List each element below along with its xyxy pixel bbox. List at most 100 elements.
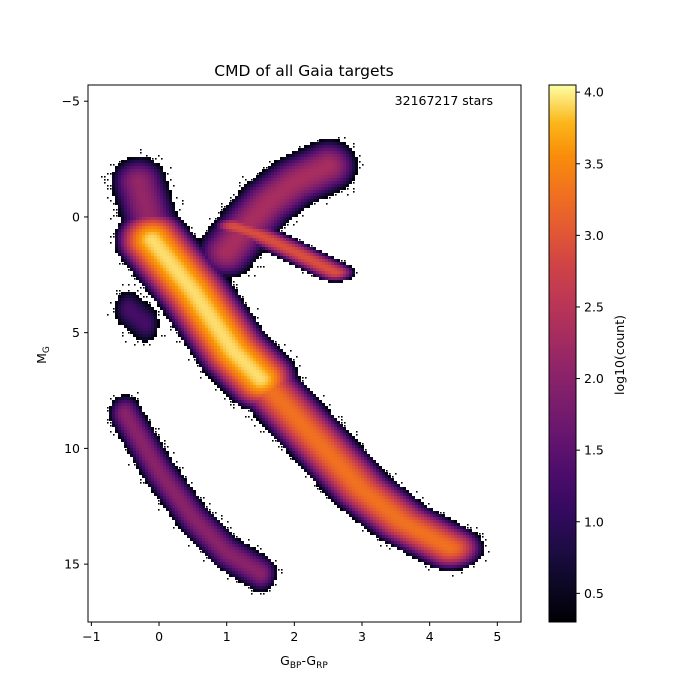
density-cell <box>214 265 217 268</box>
density-cell <box>250 238 253 241</box>
scatter-point <box>206 230 208 232</box>
density-cell <box>286 379 289 382</box>
density-cell <box>136 238 139 241</box>
density-cell <box>250 256 253 259</box>
density-cell <box>238 244 241 247</box>
density-cell <box>310 157 313 160</box>
density-cell <box>343 271 346 274</box>
density-cell <box>286 406 289 409</box>
density-cell <box>226 316 229 319</box>
density-cell <box>346 475 349 478</box>
density-cell <box>118 166 121 169</box>
density-cell <box>289 400 292 403</box>
density-cell <box>340 265 343 268</box>
density-cell <box>241 361 244 364</box>
density-cell <box>136 208 139 211</box>
scatter-point <box>392 476 394 478</box>
density-cell <box>283 211 286 214</box>
density-cell <box>136 235 139 238</box>
density-cell <box>202 343 205 346</box>
density-cell <box>328 451 331 454</box>
density-cell <box>259 208 262 211</box>
density-cell <box>121 178 124 181</box>
density-cell <box>178 229 181 232</box>
density-cell <box>250 232 253 235</box>
density-cell <box>184 259 187 262</box>
density-cell <box>337 163 340 166</box>
density-cell <box>127 265 130 268</box>
density-cell <box>145 181 148 184</box>
density-cell <box>298 406 301 409</box>
density-cell <box>235 295 238 298</box>
density-cell <box>271 187 274 190</box>
scatter-point <box>110 425 112 427</box>
density-cell <box>298 190 301 193</box>
density-cell <box>208 286 211 289</box>
density-cell <box>136 202 139 205</box>
density-cell <box>151 184 154 187</box>
scatter-point <box>338 137 340 139</box>
density-cell <box>268 364 271 367</box>
density-cell <box>226 364 229 367</box>
density-cell <box>280 373 283 376</box>
density-cell <box>142 175 145 178</box>
density-cell <box>184 232 187 235</box>
density-cell <box>301 415 304 418</box>
density-cell <box>151 250 154 253</box>
density-cell <box>148 253 151 256</box>
density-cell <box>124 256 127 259</box>
density-cell <box>277 361 280 364</box>
density-cell <box>361 475 364 478</box>
density-cell <box>325 277 328 280</box>
density-cell <box>310 187 313 190</box>
density-cell <box>343 442 346 445</box>
density-cell <box>190 325 193 328</box>
density-cell <box>181 274 184 277</box>
density-cell <box>325 256 328 259</box>
density-cell <box>139 439 142 442</box>
density-cell <box>148 322 151 325</box>
density-cell <box>292 172 295 175</box>
density-cell <box>280 430 283 433</box>
density-cell <box>148 172 151 175</box>
density-cell <box>331 169 334 172</box>
scatter-point <box>362 443 364 445</box>
density-cell <box>253 388 256 391</box>
density-cell <box>319 163 322 166</box>
density-cell <box>151 310 154 313</box>
density-cell <box>151 193 154 196</box>
density-cell <box>202 328 205 331</box>
density-cell <box>223 349 226 352</box>
density-cell <box>148 250 151 253</box>
density-cell <box>295 451 298 454</box>
density-cell <box>121 394 124 397</box>
density-cell <box>151 475 154 478</box>
density-cell <box>292 160 295 163</box>
density-cell <box>265 382 268 385</box>
density-cell <box>322 418 325 421</box>
density-cell <box>334 169 337 172</box>
density-cell <box>259 241 262 244</box>
density-cell <box>148 220 151 223</box>
density-cell <box>262 244 265 247</box>
density-cell <box>265 334 268 337</box>
density-cell <box>187 313 190 316</box>
density-cell <box>163 211 166 214</box>
density-cell <box>373 469 376 472</box>
density-cell <box>259 403 262 406</box>
density-cell <box>238 331 241 334</box>
density-cell <box>352 472 355 475</box>
density-cell <box>346 169 349 172</box>
density-cell <box>232 343 235 346</box>
scatter-point <box>224 398 226 400</box>
density-cell <box>328 430 331 433</box>
density-cell <box>133 403 136 406</box>
density-cell <box>145 460 148 463</box>
density-cell <box>214 376 217 379</box>
density-cell <box>142 220 145 223</box>
scatter-point <box>341 191 343 193</box>
density-cell <box>346 184 349 187</box>
density-cell <box>178 322 181 325</box>
density-cell <box>154 478 157 481</box>
scatter-point <box>200 371 202 373</box>
